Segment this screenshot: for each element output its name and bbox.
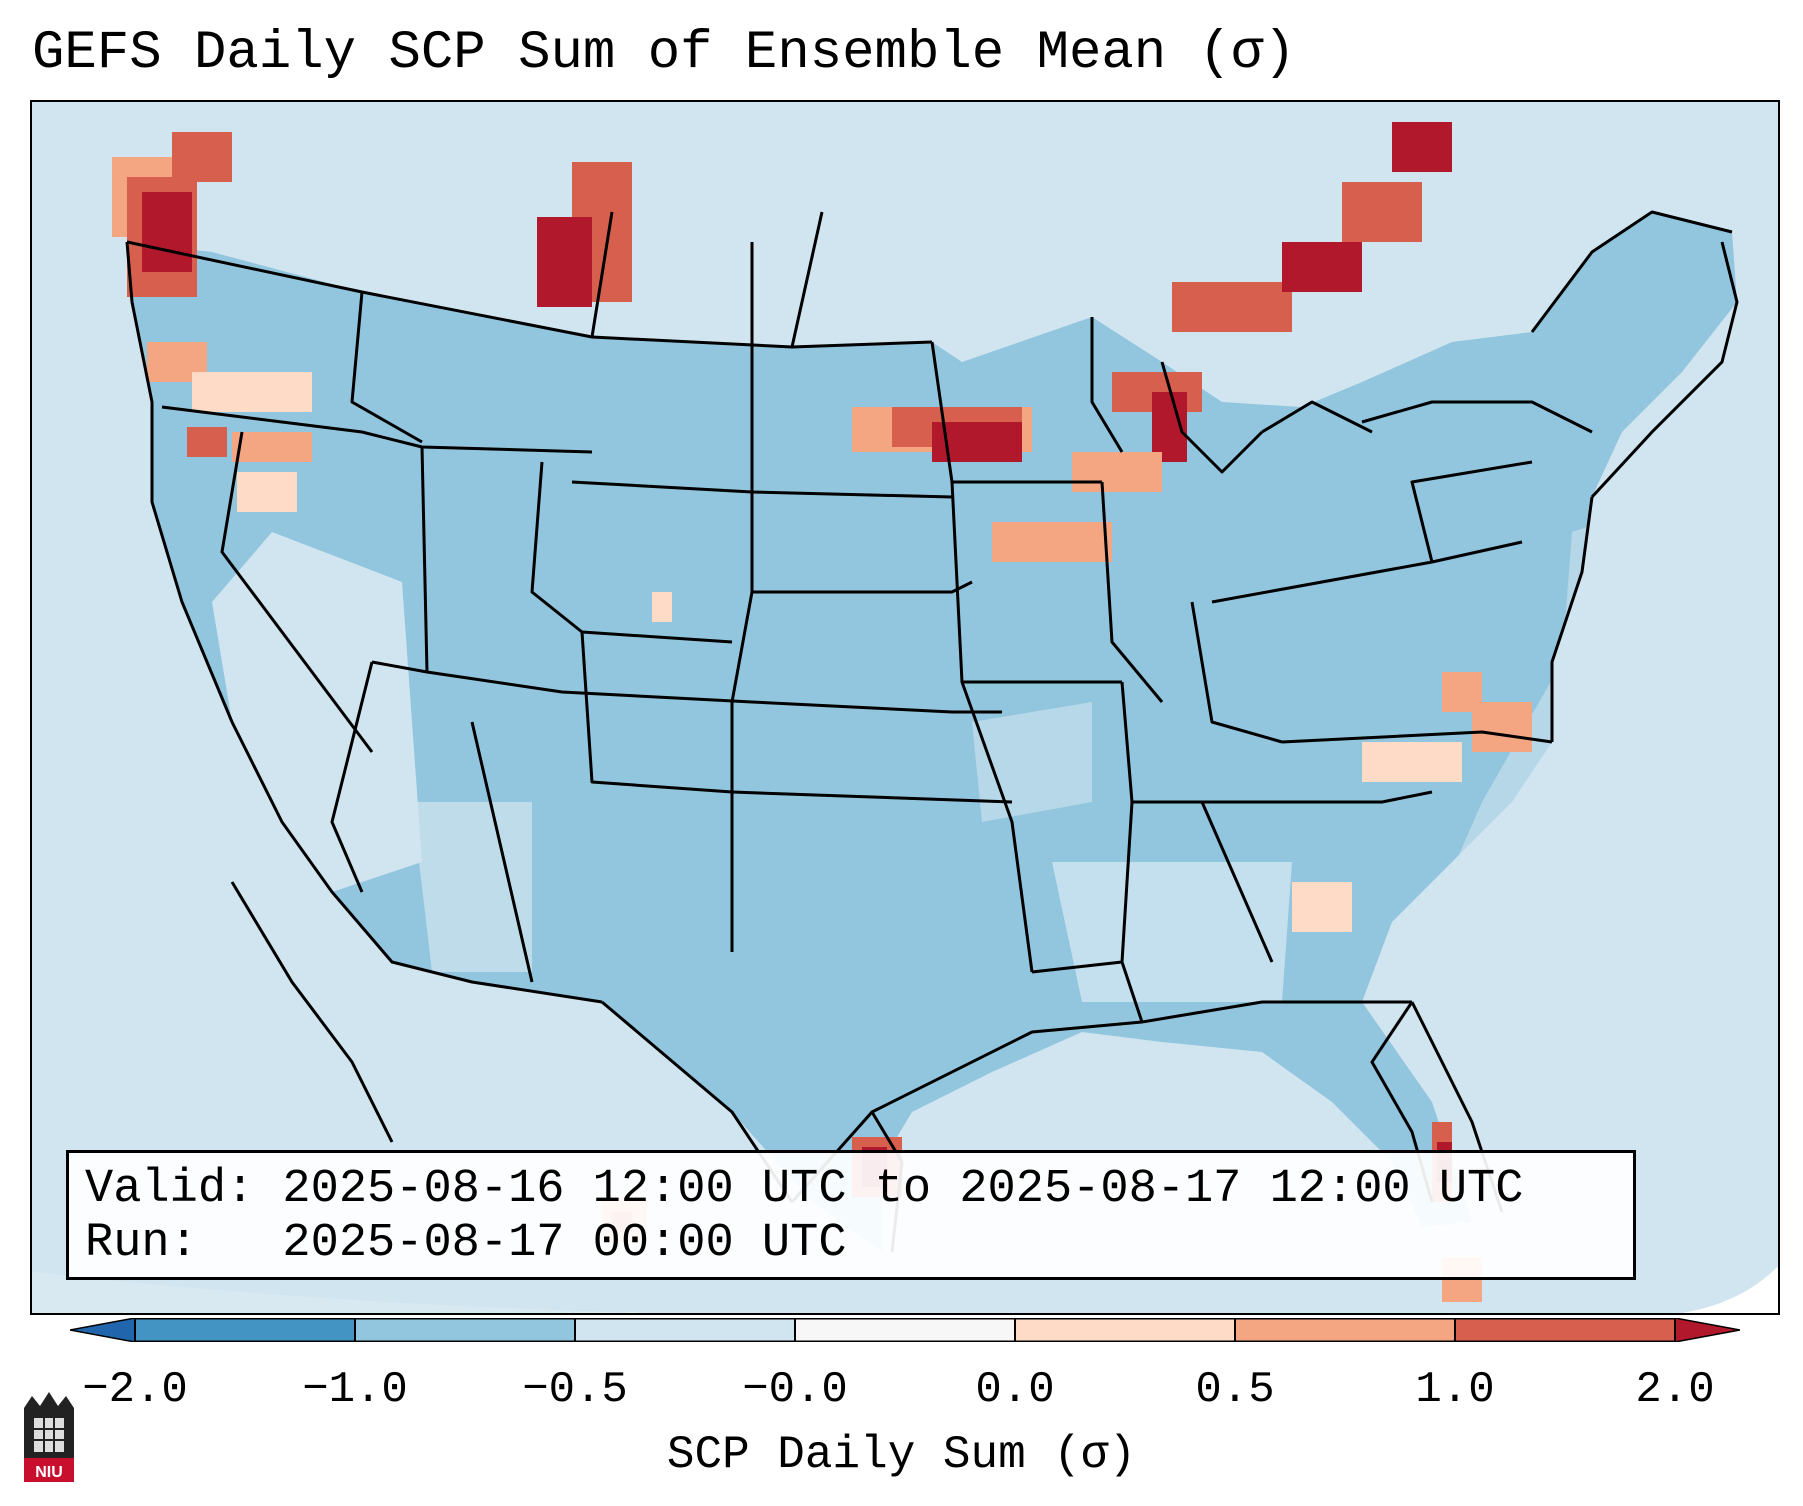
- colorbar-tick-label: −2.0: [82, 1365, 188, 1415]
- state-borders: [126, 210, 1733, 1213]
- niu-logo: NIU: [24, 1392, 74, 1482]
- colorbar-extend-max: [1674, 1318, 1740, 1342]
- valid-time-text: Valid: 2025-08-16 12:00 UTC to 2025-08-1…: [85, 1163, 1524, 1216]
- colorbar-tick-label: 0.5: [1195, 1365, 1275, 1415]
- map-panel: [30, 100, 1780, 1315]
- colorbar-segment: [1455, 1318, 1676, 1342]
- colorbar-label: SCP Daily Sum (σ): [666, 1429, 1137, 1481]
- colorbar: [70, 1318, 1740, 1342]
- colorbar-tick-label: 2.0: [1635, 1365, 1715, 1415]
- light-zones: [32, 252, 1778, 1313]
- colorbar-segment: [1235, 1318, 1456, 1342]
- colorbar-segment: [795, 1318, 1016, 1342]
- colorbar-segment: [355, 1318, 576, 1342]
- colorbar-tick-label: 0.0: [975, 1365, 1055, 1415]
- colorbar-tick-label: −0.0: [742, 1365, 848, 1415]
- colorbar-segment: [135, 1318, 356, 1342]
- colorbar-extend-min: [70, 1318, 136, 1342]
- scp-map: [32, 102, 1778, 1313]
- svg-text:NIU: NIU: [35, 1464, 63, 1481]
- colorbar-segment: [1015, 1318, 1236, 1342]
- map-title: GEFS Daily SCP Sum of Ensemble Mean (σ): [32, 23, 1296, 84]
- run-time-text: Run: 2025-08-17 00:00 UTC: [85, 1217, 847, 1270]
- out-of-domain-right: [1681, 1266, 1778, 1313]
- colorbar-tick-label: −0.5: [522, 1365, 628, 1415]
- land-fill: [127, 212, 1737, 1252]
- colorbar-segment: [575, 1318, 796, 1342]
- colorbar-tick-label: 1.0: [1415, 1365, 1495, 1415]
- colorbar-tick-label: −1.0: [302, 1365, 408, 1415]
- valid-run-info-box: Valid: 2025-08-16 12:00 UTC to 2025-08-1…: [66, 1150, 1636, 1280]
